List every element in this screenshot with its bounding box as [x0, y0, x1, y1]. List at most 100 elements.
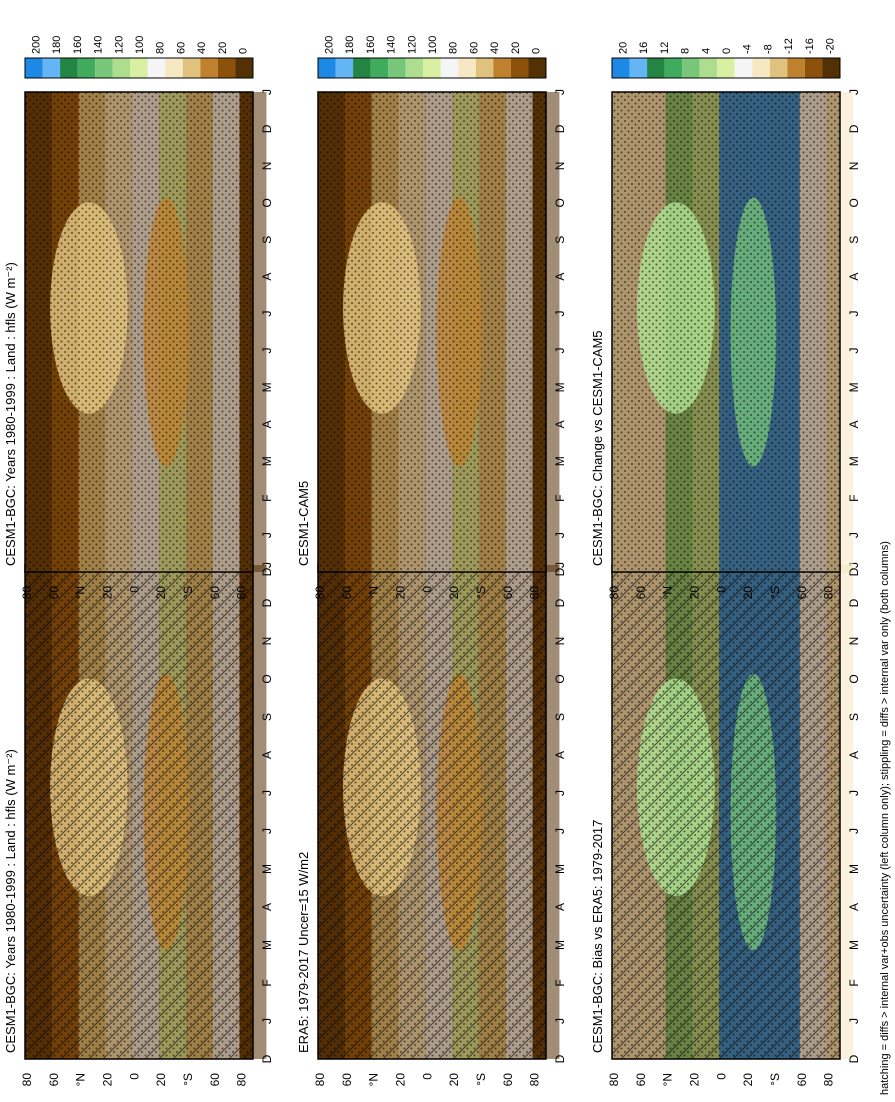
month-tick-label: J — [847, 790, 861, 796]
colorbar-tick-label: 100 — [134, 36, 146, 54]
colorbar-segment — [664, 58, 683, 78]
month-tick-label: D — [553, 1054, 567, 1063]
lat-tick-label: 20 — [100, 586, 114, 600]
month-tick-label: F — [260, 494, 274, 501]
month-tick-label: M — [260, 382, 274, 392]
lat-tick-label: 80 — [20, 586, 34, 600]
lat-tick-label: °N — [367, 1073, 381, 1086]
month-tick-label: M — [847, 864, 861, 874]
colorbar-segment — [147, 58, 166, 78]
lat-tick-label: 60 — [47, 586, 61, 600]
colorbar-tick-label: 8 — [680, 48, 692, 54]
month-tick-label: D — [553, 567, 567, 576]
month-tick-label: J — [847, 532, 861, 538]
lat-tick-label: 80 — [235, 586, 249, 600]
month-tick-label: J — [553, 89, 567, 95]
lat-tick-label: 60 — [634, 586, 648, 600]
month-tick-label: M — [260, 940, 274, 950]
footnote: hatching = diffs > internal var+obs unce… — [879, 541, 891, 1095]
month-tick-label: N — [847, 637, 861, 646]
month-tick-label: F — [847, 979, 861, 986]
month-tick-label: A — [847, 273, 861, 281]
month-tick-label: A — [553, 751, 567, 759]
colorbar-segment — [682, 58, 700, 78]
lat-tick-label: °S — [768, 586, 782, 599]
lat-tick-label: 60 — [340, 1073, 354, 1087]
lat-tick-label: 0 — [420, 586, 434, 593]
lat-tick-label: 0 — [420, 1073, 434, 1080]
month-tick-label: D — [553, 124, 567, 133]
month-tick-label: S — [260, 713, 274, 721]
lat-tick-label: °S — [768, 1073, 782, 1086]
lat-tick-label: 20 — [687, 586, 701, 600]
hatching — [612, 565, 840, 1059]
lat-tick-label: °N — [661, 1073, 675, 1086]
lat-tick-label: 0 — [127, 586, 141, 593]
month-tick-label: J — [847, 347, 861, 353]
month-tick-label: O — [553, 198, 567, 207]
lat-tick-label: 60 — [501, 1073, 515, 1087]
month-tick-label: N — [847, 162, 861, 171]
colorbar-segment — [335, 58, 354, 78]
colorbar-tick-label: -12 — [783, 38, 795, 54]
month-tick-label: A — [847, 751, 861, 759]
month-tick-label: M — [260, 864, 274, 874]
colorbar-segment — [405, 58, 424, 78]
month-tick-label: A — [553, 273, 567, 281]
month-tick-label: M — [847, 940, 861, 950]
lat-tick-label: 60 — [208, 1073, 222, 1087]
colorbar-tick-label: 120 — [406, 36, 418, 54]
month-tick-label: J — [847, 89, 861, 95]
month-tick-label: M — [847, 382, 861, 392]
month-tick-label: J — [553, 532, 567, 538]
lat-tick-label: 60 — [501, 586, 515, 600]
colorbar-tick-label: -20 — [825, 38, 837, 54]
colorbar-segment — [769, 58, 788, 78]
colorbar-segment — [493, 58, 511, 78]
month-tick-label: N — [260, 162, 274, 171]
month-tick-label: M — [260, 456, 274, 466]
month-tick-label: F — [847, 494, 861, 501]
colorbar-tick-label: 80 — [155, 42, 167, 54]
panel-title: CESM1-CAM5 — [296, 481, 311, 566]
colorbar-tick-label: 200 — [30, 36, 42, 54]
month-tick-label: A — [260, 903, 274, 911]
lat-tick-label: 0 — [714, 586, 728, 593]
colorbar-segment — [612, 58, 630, 78]
colorbar-segment — [804, 58, 823, 78]
lat-tick-label: 20 — [447, 586, 461, 600]
colorbar-tick-label: 20 — [617, 42, 629, 54]
month-tick-label: D — [260, 1054, 274, 1063]
colorbar-tick-label: 180 — [51, 36, 63, 54]
colorbar-segment — [95, 58, 113, 78]
month-tick-label: D — [847, 567, 861, 576]
month-tick-label: J — [847, 1018, 861, 1024]
colorbar-segment — [734, 58, 753, 78]
month-tick-label: J — [260, 532, 274, 538]
lat-tick-label: °N — [74, 1073, 88, 1086]
colorbar-segment — [235, 58, 253, 78]
month-tick-label: S — [553, 236, 567, 244]
lat-tick-label: 60 — [795, 586, 809, 600]
lat-tick-label: 20 — [393, 1073, 407, 1087]
month-tick-label: J — [553, 790, 567, 796]
colorbar-segment — [353, 58, 371, 78]
colorbar-segment — [423, 58, 441, 78]
colorbar-segment — [60, 58, 78, 78]
colorbar-segment — [130, 58, 148, 78]
month-tick-label: J — [260, 311, 274, 317]
month-tick-label: S — [847, 713, 861, 721]
lat-tick-label: 80 — [607, 586, 621, 600]
heatmap-panel-2: 80 60 °N 20 0 20 °S 60 80DJFMAMJJASONDJCESM1-BGC… — [3, 36, 274, 600]
month-tick-label: N — [260, 637, 274, 646]
hatching — [318, 565, 546, 1059]
month-tick-label: J — [847, 562, 861, 568]
month-tick-label: J — [847, 828, 861, 834]
month-tick-label: M — [553, 382, 567, 392]
colorbar-tick-label: 80 — [448, 42, 460, 54]
heatmap-panel-1: 80 60 °N 20 0 20 °S 60 80DJFMAMJJASONDJCESM1-BGC… — [3, 509, 274, 1087]
month-tick-label: J — [260, 562, 274, 568]
month-tick-label: A — [847, 420, 861, 428]
lat-tick-label: °S — [181, 586, 195, 599]
